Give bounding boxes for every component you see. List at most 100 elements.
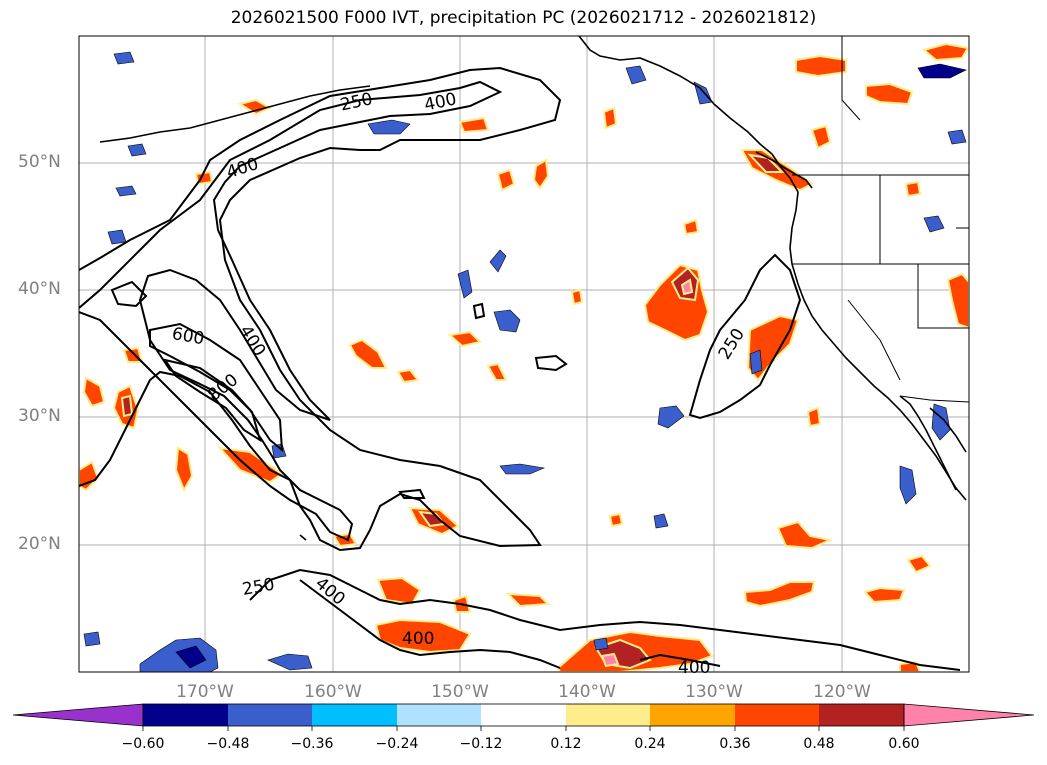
precip-blob xyxy=(657,405,685,429)
precip-blob xyxy=(899,465,917,505)
colorbar-tick-marks xyxy=(142,726,905,731)
precip-blob xyxy=(810,124,832,150)
lat-label-30n: 30°N xyxy=(18,406,61,426)
ivt-contour-400 xyxy=(79,80,503,542)
colorbar-segment xyxy=(735,704,819,726)
precip-blob xyxy=(505,592,551,608)
lon-label-120w: 120°W xyxy=(813,682,871,702)
precip-blob xyxy=(120,394,134,418)
precip-blob xyxy=(376,576,422,606)
precip-blob xyxy=(532,158,550,190)
ivt-contour-250-loop xyxy=(398,488,426,499)
map-plot-area xyxy=(79,36,969,672)
precip-blob xyxy=(743,581,816,608)
coastline-aleutians xyxy=(99,85,371,143)
political-borders xyxy=(792,36,969,403)
contour-label: 400 xyxy=(678,658,710,678)
colorbar xyxy=(12,703,1035,731)
colorbar-tick-label: 0.48 xyxy=(803,736,835,752)
colorbar-tick-label: −0.36 xyxy=(290,736,334,752)
map-title: 2026021500 F000 IVT, precipitation PC (2… xyxy=(230,8,817,28)
ivt-contour-800 xyxy=(162,358,262,443)
precip-blob xyxy=(493,309,521,333)
ivt-contour-250 xyxy=(79,66,562,552)
lon-label-160w: 160°W xyxy=(304,682,362,702)
coastline-baja xyxy=(899,395,957,491)
precip-blob xyxy=(917,63,967,79)
precip-blob xyxy=(946,272,969,330)
precip-negative-areas xyxy=(83,51,967,672)
precip-blob xyxy=(608,512,624,528)
precip-blob xyxy=(115,185,137,197)
colorbar-tick-label: −0.24 xyxy=(375,736,419,752)
lat-label-20n: 20°N xyxy=(18,534,61,554)
contour-label: 400 xyxy=(402,629,434,649)
precip-blob xyxy=(600,652,620,668)
precip-blob xyxy=(83,631,101,647)
precip-blob xyxy=(923,215,945,233)
border-state xyxy=(917,264,969,329)
precip-blob xyxy=(653,513,669,529)
precip-blob xyxy=(593,637,609,651)
colorbar-tick-label: −0.12 xyxy=(459,736,503,752)
precip-blob xyxy=(625,65,647,85)
precip-blob xyxy=(267,653,313,671)
coastline-north-america xyxy=(771,153,967,501)
colorbar-extend-max xyxy=(903,703,1035,727)
precip-blob xyxy=(496,168,516,192)
precip-blob xyxy=(447,330,482,348)
lon-label-170w: 170°W xyxy=(176,682,234,702)
precip-blob xyxy=(79,460,100,492)
lat-label-50n: 50°N xyxy=(18,152,61,172)
coastline-hawaii xyxy=(299,534,307,541)
precip-blob xyxy=(486,362,508,381)
precip-blob xyxy=(947,129,967,145)
precip-positive-areas xyxy=(79,42,969,672)
precip-blob xyxy=(348,338,388,369)
ivt-contour-600 xyxy=(149,322,284,453)
lon-label-140w: 140°W xyxy=(558,682,616,702)
colorbar-segment xyxy=(312,704,397,726)
ivt-contour-250 xyxy=(688,253,802,420)
border-us-mexico xyxy=(899,395,969,403)
precip-blob xyxy=(602,106,618,130)
precip-blob xyxy=(747,153,785,173)
precip-blob xyxy=(396,368,420,384)
precip-blob xyxy=(806,406,822,428)
precip-blob xyxy=(489,249,507,273)
coastline-vancouver xyxy=(755,151,813,189)
precip-blob xyxy=(237,98,273,116)
precip-blob xyxy=(499,463,546,475)
precip-blob xyxy=(906,554,932,574)
colorbar-segment xyxy=(650,704,735,726)
precip-blob xyxy=(82,376,106,408)
ivt-contour-400-south-2 xyxy=(639,653,721,667)
coastline-mexico xyxy=(929,407,967,453)
colorbar-segment xyxy=(228,704,312,726)
colorbar-tick-label: 0.12 xyxy=(550,736,582,752)
precip-blob xyxy=(570,288,584,306)
colorbar-extend-min xyxy=(12,703,144,727)
ivt-contour-250-loop xyxy=(534,354,568,372)
precip-blob xyxy=(863,586,906,604)
ivt-contour-250-loop xyxy=(110,280,148,308)
colorbar-tick-label: −0.48 xyxy=(206,736,250,752)
coastlines xyxy=(99,36,967,541)
border-state xyxy=(847,299,901,381)
colorbar-segment xyxy=(566,704,650,726)
precip-blob xyxy=(458,116,490,134)
precip-blob xyxy=(682,218,700,236)
border-alaska-canada xyxy=(841,36,861,121)
colorbar-segment xyxy=(819,704,904,726)
colorbar-tick-label: 0.36 xyxy=(719,736,751,752)
precip-blob xyxy=(175,645,207,669)
precip-blob xyxy=(680,278,694,296)
precip-blob xyxy=(127,143,147,157)
precip-blob xyxy=(457,269,473,299)
precip-blob xyxy=(904,180,922,198)
precip-blob xyxy=(367,119,411,135)
precip-blob xyxy=(776,520,834,550)
colorbar-segment xyxy=(143,704,228,726)
precip-blob xyxy=(921,42,969,62)
ivt-contours xyxy=(79,66,961,671)
